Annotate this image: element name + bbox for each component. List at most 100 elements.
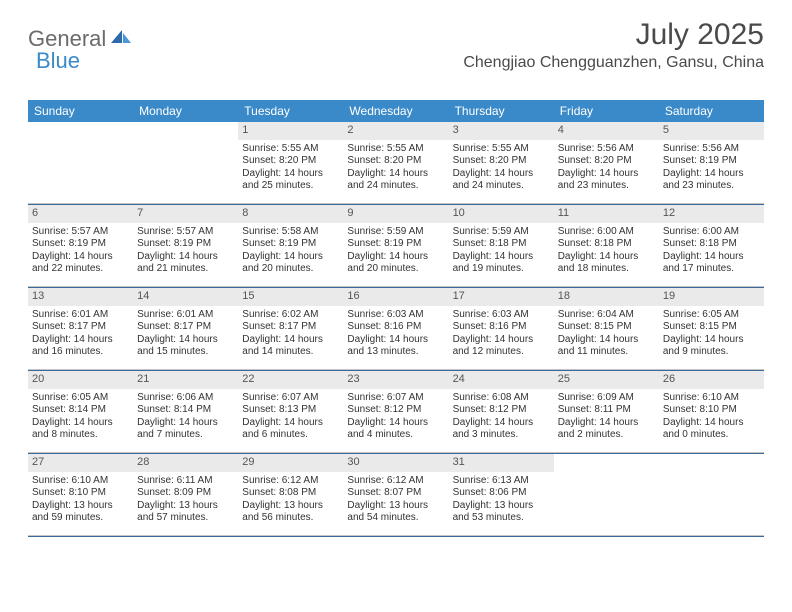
day-number: 4 — [554, 122, 659, 140]
day-cell: 5Sunrise: 5:56 AMSunset: 8:19 PMDaylight… — [659, 122, 764, 204]
day-cell: 26 Sunrise: 6:10 AMSunset: 8:10 PMDayligh… — [659, 371, 764, 453]
daylight-line: Daylight: 14 hours and 24 minutes. — [453, 168, 550, 193]
sunrise-line: Sunrise: 6:00 AM — [663, 226, 760, 239]
daylight-line: Daylight: 14 hours and 7 minutes. — [137, 417, 234, 442]
day-number: 7 — [133, 205, 238, 223]
sunset-line: Sunset: 8:19 PM — [32, 238, 129, 251]
day-header: Monday — [133, 100, 238, 122]
calendar-grid: 1Sunrise: 5:55 AMSunset: 8:20 PMDaylight… — [28, 122, 764, 536]
day-number: 20 — [28, 371, 133, 389]
sunset-line: Sunset: 8:07 PM — [347, 487, 444, 500]
sunset-line: Sunset: 8:15 PM — [663, 321, 760, 334]
daylight-line: Daylight: 14 hours and 23 minutes. — [558, 168, 655, 193]
daylight-line: Daylight: 13 hours and 54 minutes. — [347, 500, 444, 525]
sunset-line: Sunset: 8:19 PM — [663, 155, 760, 168]
day-number: 21 — [133, 371, 238, 389]
sunrise-line: Sunrise: 6:12 AM — [242, 475, 339, 488]
sunrise-line: Sunrise: 5:55 AM — [347, 143, 444, 156]
sunrise-line: Sunrise: 6:07 AM — [347, 392, 444, 405]
day-cell: 31Sunrise: 6:13 AMSunset: 8:06 PMDayligh… — [449, 454, 554, 536]
week-row: 20Sunrise: 6:05 AMSunset: 8:14 PMDayligh… — [28, 370, 764, 453]
daylight-line: Daylight: 14 hours and 24 minutes. — [347, 168, 444, 193]
daylight-line: Daylight: 14 hours and 20 minutes. — [242, 251, 339, 276]
sunset-line: Sunset: 8:10 PM — [663, 404, 760, 417]
sunrise-line: Sunrise: 6:05 AM — [663, 309, 760, 322]
sunrise-line: Sunrise: 5:56 AM — [663, 143, 760, 156]
sunset-line: Sunset: 8:12 PM — [453, 404, 550, 417]
sunrise-line: Sunrise: 6:04 AM — [558, 309, 655, 322]
title-block: July 2025 Chengjiao Chengguanzhen, Gansu… — [463, 18, 764, 72]
daylight-line: Daylight: 14 hours and 19 minutes. — [453, 251, 550, 276]
sunset-line: Sunset: 8:15 PM — [558, 321, 655, 334]
daylight-line: Daylight: 14 hours and 21 minutes. — [137, 251, 234, 276]
day-cell: 20Sunrise: 6:05 AMSunset: 8:14 PMDayligh… — [28, 371, 133, 453]
day-number: 10 — [449, 205, 554, 223]
sunrise-line: Sunrise: 5:56 AM — [558, 143, 655, 156]
day-number: 15 — [238, 288, 343, 306]
day-number: 16 — [343, 288, 448, 306]
sunrise-line: Sunrise: 5:57 AM — [137, 226, 234, 239]
daylight-line: Daylight: 13 hours and 59 minutes. — [32, 500, 129, 525]
sunrise-line: Sunrise: 6:10 AM — [32, 475, 129, 488]
daylight-line: Daylight: 14 hours and 17 minutes. — [663, 251, 760, 276]
day-number: 18 — [554, 288, 659, 306]
sunset-line: Sunset: 8:20 PM — [347, 155, 444, 168]
day-number: 19 — [659, 288, 764, 306]
day-cell: 3Sunrise: 5:55 AMSunset: 8:20 PMDaylight… — [449, 122, 554, 204]
sunset-line: Sunset: 8:14 PM — [32, 404, 129, 417]
day-number: 27 — [28, 454, 133, 472]
week-row: 6Sunrise: 5:57 AMSunset: 8:19 PMDaylight… — [28, 204, 764, 287]
day-cell: 4Sunrise: 5:56 AMSunset: 8:20 PMDaylight… — [554, 122, 659, 204]
month-title: July 2025 — [463, 18, 764, 52]
day-cell: 28Sunrise: 6:11 AMSunset: 8:09 PMDayligh… — [133, 454, 238, 536]
sunrise-line: Sunrise: 6:10 AM — [663, 392, 760, 405]
sunrise-line: Sunrise: 6:03 AM — [347, 309, 444, 322]
daylight-line: Daylight: 14 hours and 18 minutes. — [558, 251, 655, 276]
day-cell: 30Sunrise: 6:12 AMSunset: 8:07 PMDayligh… — [343, 454, 448, 536]
daylight-line: Daylight: 14 hours and 0 minutes. — [663, 417, 760, 442]
day-cell: 25Sunrise: 6:09 AMSunset: 8:11 PMDayligh… — [554, 371, 659, 453]
day-number: 14 — [133, 288, 238, 306]
day-header: Friday — [554, 100, 659, 122]
day-number: 11 — [554, 205, 659, 223]
daylight-line: Daylight: 14 hours and 6 minutes. — [242, 417, 339, 442]
sunrise-line: Sunrise: 5:59 AM — [347, 226, 444, 239]
day-number: 8 — [238, 205, 343, 223]
week-row: 13Sunrise: 6:01 AMSunset: 8:17 PMDayligh… — [28, 287, 764, 370]
sunset-line: Sunset: 8:18 PM — [663, 238, 760, 251]
daylight-line: Daylight: 14 hours and 25 minutes. — [242, 168, 339, 193]
day-number: 2 — [343, 122, 448, 140]
sunset-line: Sunset: 8:16 PM — [453, 321, 550, 334]
day-header: Thursday — [449, 100, 554, 122]
day-cell: 24Sunrise: 6:08 AMSunset: 8:12 PMDayligh… — [449, 371, 554, 453]
day-number: 28 — [133, 454, 238, 472]
daylight-line: Daylight: 14 hours and 13 minutes. — [347, 334, 444, 359]
sunset-line: Sunset: 8:16 PM — [347, 321, 444, 334]
sunset-line: Sunset: 8:06 PM — [453, 487, 550, 500]
sunset-line: Sunset: 8:13 PM — [242, 404, 339, 417]
logo-sail-icon — [110, 28, 132, 51]
daylight-line: Daylight: 14 hours and 9 minutes. — [663, 334, 760, 359]
logo-blue-text: Blue — [36, 48, 80, 74]
day-number: 29 — [238, 454, 343, 472]
day-cell: 8Sunrise: 5:58 AMSunset: 8:19 PMDaylight… — [238, 205, 343, 287]
daylight-line: Daylight: 13 hours and 56 minutes. — [242, 500, 339, 525]
day-cell: 16 Sunrise: 6:03 AMSunset: 8:16 PMDayligh… — [343, 288, 448, 370]
daylight-line: Daylight: 14 hours and 4 minutes. — [347, 417, 444, 442]
day-cell: 22Sunrise: 6:07 AMSunset: 8:13 PMDayligh… — [238, 371, 343, 453]
daylight-line: Daylight: 14 hours and 16 minutes. — [32, 334, 129, 359]
sunrise-line: Sunrise: 6:02 AM — [242, 309, 339, 322]
day-cell: 6Sunrise: 5:57 AMSunset: 8:19 PMDaylight… — [28, 205, 133, 287]
sunset-line: Sunset: 8:20 PM — [242, 155, 339, 168]
sunrise-line: Sunrise: 6:08 AM — [453, 392, 550, 405]
daylight-line: Daylight: 14 hours and 15 minutes. — [137, 334, 234, 359]
day-number: 12 — [659, 205, 764, 223]
sunrise-line: Sunrise: 6:03 AM — [453, 309, 550, 322]
day-number: 26 — [659, 371, 764, 389]
day-cell: 12 Sunrise: 6:00 AMSunset: 8:18 PMDayligh… — [659, 205, 764, 287]
day-number: 3 — [449, 122, 554, 140]
sunset-line: Sunset: 8:19 PM — [347, 238, 444, 251]
daylight-line: Daylight: 14 hours and 23 minutes. — [663, 168, 760, 193]
sunrise-line: Sunrise: 6:01 AM — [32, 309, 129, 322]
sunset-line: Sunset: 8:18 PM — [453, 238, 550, 251]
